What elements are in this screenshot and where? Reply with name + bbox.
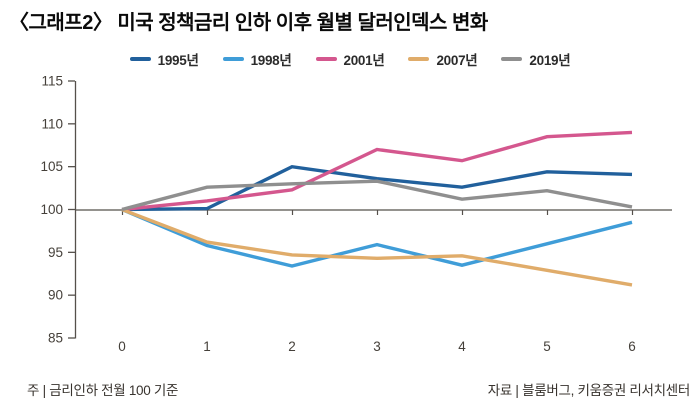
- footer-note: 주 | 금리인하 전월 100 기준: [27, 383, 179, 398]
- legend-label: 2007년: [436, 53, 478, 68]
- x-tick-label: 2: [288, 339, 296, 354]
- y-tick-label: 110: [41, 116, 63, 131]
- chart-footer: 주 | 금리인하 전월 100 기준 자료 | 블룸버그, 키움증권 리서치센터: [0, 379, 700, 403]
- y-tick-label: 105: [40, 159, 63, 174]
- legend-swatch: [408, 57, 430, 61]
- footer-source: 자료 | 블룸버그, 키움증권 리서치센터: [487, 383, 691, 398]
- legend-item-2019년: 2019년: [501, 49, 571, 69]
- x-tick-label: 1: [203, 339, 211, 354]
- chart-line-2019년: [121, 179, 633, 212]
- legend-swatch: [315, 57, 337, 61]
- x-tick-label: 3: [373, 339, 381, 354]
- chart-line-1995년: [121, 164, 633, 212]
- x-tick-label: 4: [458, 339, 466, 354]
- legend-item-2007년: 2007년: [408, 49, 478, 69]
- chart-line-2007년: [121, 207, 633, 287]
- x-tick-label: 0: [118, 339, 126, 354]
- chart-line-2001년: [121, 130, 633, 212]
- y-tick-label: 95: [48, 245, 63, 260]
- y-tick-label: 100: [40, 202, 63, 217]
- y-tick-label: 115: [41, 74, 63, 89]
- legend-label: 2019년: [529, 53, 571, 68]
- legend-item-1995년: 1995년: [129, 49, 199, 69]
- legend-label: 2001년: [343, 53, 385, 68]
- legend-item-2001년: 2001년: [315, 49, 385, 69]
- legend-label: 1998년: [250, 53, 292, 68]
- chart-legend: 1995년 1998년 2001년 2007년 2019년: [0, 49, 700, 69]
- legend-swatch: [222, 57, 244, 61]
- y-tick-label: 85: [48, 331, 63, 346]
- chart-line-1998년: [121, 207, 633, 268]
- legend-label: 1995년: [157, 53, 199, 68]
- chart-svg: 85 90 95 100 105 110 115 0 1 2 3 4 5 6: [40, 74, 672, 354]
- legend-swatch: [501, 57, 523, 61]
- page-title: 〈그래프2〉 미국 정책금리 인하 이후 월별 달러인덱스 변화: [9, 12, 488, 34]
- legend-item-1998년: 1998년: [222, 49, 292, 69]
- legend-swatch: [129, 57, 151, 61]
- x-tick-label: 5: [543, 339, 551, 354]
- y-tick-label: 90: [48, 288, 63, 303]
- x-tick-label: 6: [628, 339, 636, 354]
